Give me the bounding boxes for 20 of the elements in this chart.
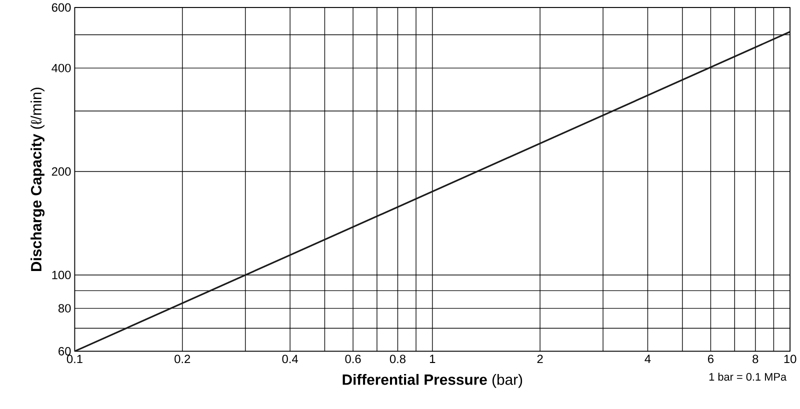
y-axis-title: Discharge Capacity (ℓ/min) bbox=[30, 88, 45, 271]
y-tick-label: 100 bbox=[52, 270, 71, 280]
x-tick-label: 0.4 bbox=[282, 354, 298, 364]
y-tick-label: 200 bbox=[52, 167, 71, 176]
x-tick-label: 8 bbox=[752, 354, 758, 364]
x-tick-label: 0.8 bbox=[390, 354, 406, 364]
x-tick-label: 0.2 bbox=[174, 354, 190, 364]
x-tick-label: 10 bbox=[784, 354, 796, 364]
y-tick-label: 80 bbox=[58, 304, 71, 312]
y-tick-label: 60 bbox=[58, 347, 71, 356]
x-tick-label: 0.6 bbox=[345, 354, 361, 364]
x-tick-label: 4 bbox=[644, 354, 651, 363]
text: 1 bar = 0.1 MPa bbox=[709, 372, 787, 381]
x-tick-label: 0.1 bbox=[66, 354, 82, 364]
x-tick-label: 1 bbox=[430, 354, 436, 363]
x-tick-label: 2 bbox=[537, 354, 543, 364]
y-tick-label: 600 bbox=[52, 3, 71, 12]
y-tick-label: 400 bbox=[52, 64, 71, 72]
x-axis-title: Differential Pressure (bar) bbox=[342, 374, 522, 388]
x-tick-label: 6 bbox=[708, 354, 714, 364]
